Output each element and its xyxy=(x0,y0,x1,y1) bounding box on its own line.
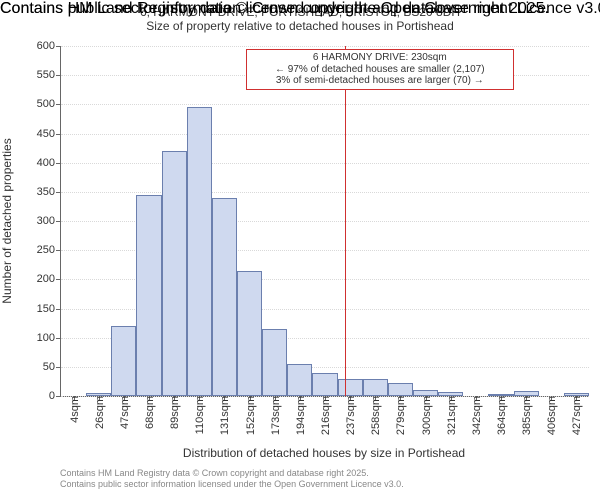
reference-line xyxy=(345,46,346,396)
histogram-bar xyxy=(338,379,363,397)
ytick-label: 300 xyxy=(37,215,61,227)
histogram-bar xyxy=(136,195,161,396)
histogram-bar xyxy=(187,107,212,396)
gridline-h xyxy=(61,104,589,105)
annotation-box: 6 HARMONY DRIVE: 230sqm← 97% of detached… xyxy=(246,49,514,90)
gridline-h xyxy=(61,192,589,193)
ytick-label: 100 xyxy=(37,332,61,344)
xtick-label: 237sqm xyxy=(343,396,357,435)
histogram-bar xyxy=(287,364,312,396)
chart-title-line2: Size of property relative to detached ho… xyxy=(0,20,600,34)
histogram-bar xyxy=(237,271,262,396)
xtick-label: 131sqm xyxy=(217,396,231,435)
footer-line2: Contains public sector information licen… xyxy=(0,0,600,18)
xtick-label: 47sqm xyxy=(117,396,131,429)
footer-line1: Contains HM Land Registry data © Crown c… xyxy=(60,468,404,479)
ytick-label: 350 xyxy=(37,186,61,198)
ytick-label: 500 xyxy=(37,98,61,110)
histogram-bar xyxy=(312,373,337,396)
gridline-h xyxy=(61,163,589,164)
plot-area: 0501001502002503003504004505005506004sqm… xyxy=(60,46,589,397)
property-size-histogram: 6, HARMONY DRIVE, PORTISHEAD, BRISTOL, B… xyxy=(0,0,600,500)
gridline-h xyxy=(61,134,589,135)
xtick-label: 216sqm xyxy=(318,396,332,435)
ytick-label: 600 xyxy=(37,40,61,52)
xtick-label: 89sqm xyxy=(167,396,181,429)
xtick-label: 110sqm xyxy=(192,396,206,434)
xtick-label: 173sqm xyxy=(268,396,282,435)
xtick-label: 279sqm xyxy=(393,396,407,435)
ytick-label: 450 xyxy=(37,128,61,140)
footer-line2: Contains public sector information licen… xyxy=(60,479,404,490)
xtick-label: 427sqm xyxy=(569,396,583,435)
xtick-label: 385sqm xyxy=(519,396,533,435)
xtick-label: 342sqm xyxy=(469,396,483,435)
attribution-footer: Contains HM Land Registry data © Crown c… xyxy=(60,468,404,491)
xtick-label: 68sqm xyxy=(142,396,156,429)
ytick-label: 250 xyxy=(37,244,61,256)
ytick-label: 400 xyxy=(37,157,61,169)
xtick-label: 321sqm xyxy=(444,396,458,435)
xtick-label: 152sqm xyxy=(243,396,257,435)
histogram-bar xyxy=(262,329,287,396)
annotation-line2: ← 97% of detached houses are smaller (2,… xyxy=(251,64,509,76)
ytick-label: 0 xyxy=(49,390,61,402)
xtick-label: 194sqm xyxy=(293,396,307,435)
x-axis-label: Distribution of detached houses by size … xyxy=(60,446,588,460)
annotation-line1: 6 HARMONY DRIVE: 230sqm xyxy=(251,52,509,64)
xtick-label: 300sqm xyxy=(419,396,433,435)
xtick-label: 26sqm xyxy=(92,396,106,429)
y-axis-label: Number of detached properties xyxy=(0,138,14,303)
xtick-label: 406sqm xyxy=(544,396,558,435)
xtick-label: 4sqm xyxy=(67,396,81,423)
xtick-label: 364sqm xyxy=(494,396,508,435)
histogram-bar xyxy=(363,379,388,397)
histogram-bar xyxy=(388,383,413,396)
gridline-h xyxy=(61,46,589,47)
ytick-label: 550 xyxy=(37,69,61,81)
histogram-bar xyxy=(162,151,187,396)
ytick-label: 200 xyxy=(37,273,61,285)
ytick-label: 50 xyxy=(43,361,61,373)
annotation-line3: 3% of semi-detached houses are larger (7… xyxy=(251,75,509,87)
ytick-label: 150 xyxy=(37,303,61,315)
histogram-bar xyxy=(212,198,237,396)
xtick-label: 258sqm xyxy=(368,396,382,435)
histogram-bar xyxy=(111,326,136,396)
